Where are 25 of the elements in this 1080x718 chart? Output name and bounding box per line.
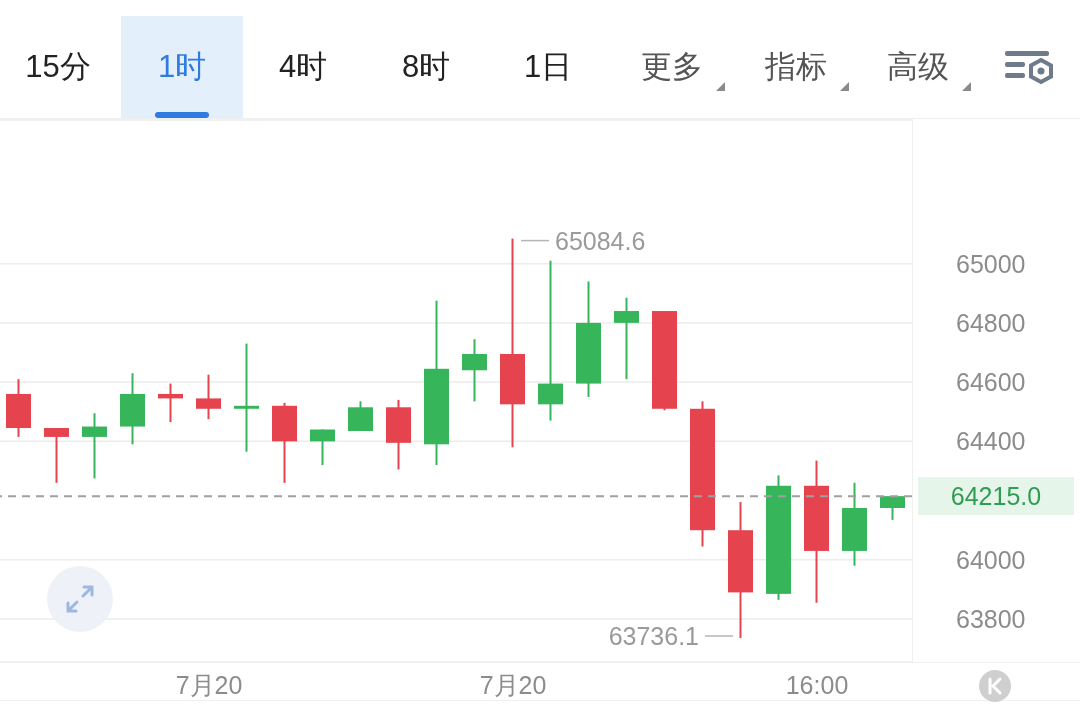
text: 1时 <box>157 49 207 84</box>
ref-line-label: 64215.0 <box>950 482 1042 511</box>
x-tick-label: 16:00 <box>785 670 849 699</box>
x-tick-label: 7月20 <box>479 670 547 699</box>
annotation: 65084.6 <box>555 226 646 255</box>
text: 指标 <box>765 49 827 84</box>
text: 4时 <box>278 49 328 84</box>
candlestick <box>158 382 183 424</box>
x-tick-label: 7月20 <box>175 670 243 699</box>
candlestick <box>538 259 563 422</box>
y-tick-label: 64000 <box>956 545 1026 574</box>
y-tick-label: 64800 <box>956 308 1026 337</box>
text: 更多 <box>641 49 703 84</box>
candlestick <box>614 296 639 381</box>
candlestick <box>82 412 107 480</box>
candlestick <box>234 342 259 453</box>
y-tick-label: 64600 <box>956 367 1026 396</box>
y-tick-label: 65000 <box>956 249 1026 278</box>
text: 1日 <box>523 49 573 84</box>
text: 8时 <box>401 49 451 84</box>
text: 高级 <box>887 49 949 84</box>
y-tick-label: 63800 <box>956 604 1026 633</box>
y-tick-label: 64400 <box>956 427 1026 456</box>
annotation: 63736.1 <box>608 621 699 650</box>
text: 15分 <box>25 49 91 84</box>
